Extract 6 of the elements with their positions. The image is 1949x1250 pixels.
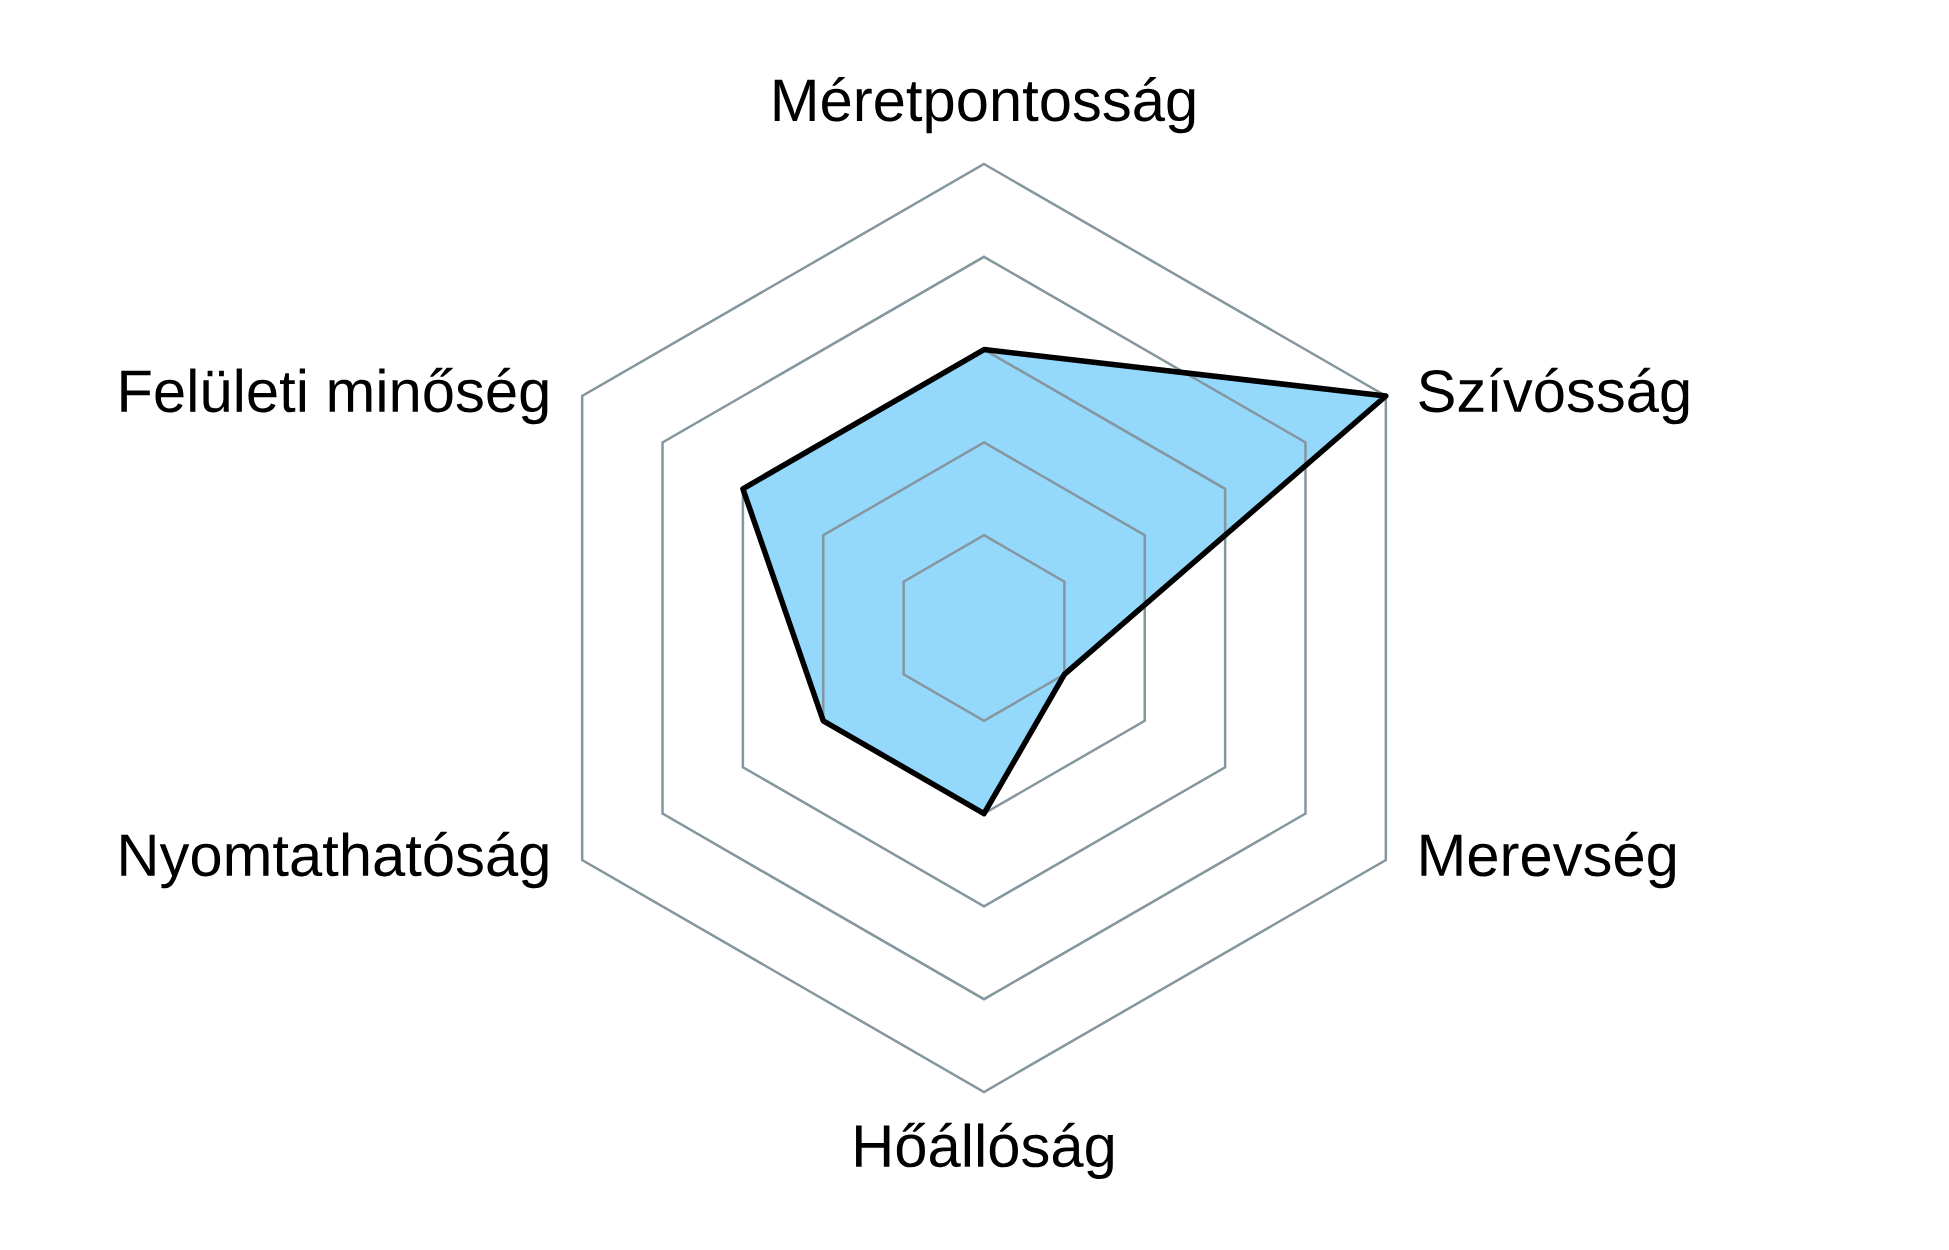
spoke-label: Felületi minőség	[121, 367, 548, 425]
spoke-label: Nyomtathatóság	[121, 831, 548, 889]
spoke-label: Méretpontosság	[774, 76, 1195, 134]
spoke-label: Merevség	[1421, 831, 1676, 889]
spoke-label: Szívósság	[1419, 367, 1689, 425]
spoke-label: Hőállóság	[856, 1122, 1113, 1180]
